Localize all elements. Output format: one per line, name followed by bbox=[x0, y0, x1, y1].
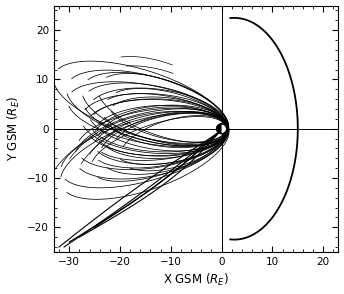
Circle shape bbox=[216, 124, 227, 134]
X-axis label: X GSM ($R_E$): X GSM ($R_E$) bbox=[163, 272, 229, 288]
Wedge shape bbox=[216, 124, 222, 134]
Y-axis label: Y GSM ($R_E$): Y GSM ($R_E$) bbox=[6, 96, 22, 161]
